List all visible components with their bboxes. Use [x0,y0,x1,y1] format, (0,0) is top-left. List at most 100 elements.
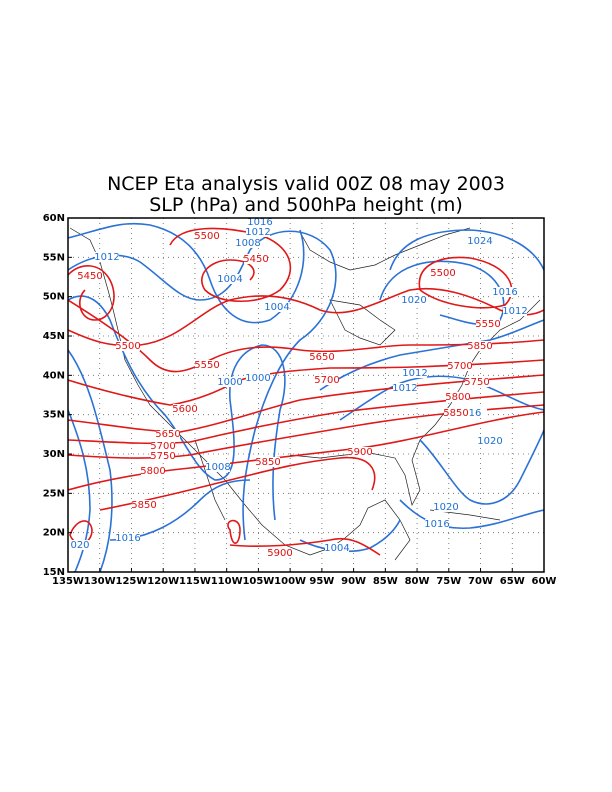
label-backing [116,533,140,543]
label-backing [325,543,349,553]
lat-tick-label: 60N [43,213,65,224]
label-backing [195,231,219,241]
label-backing [393,383,417,393]
label-backing [218,377,242,387]
lon-tick-label: 130W [84,576,116,587]
label-backing [448,361,472,371]
height-contour-label: 5600 [172,404,197,415]
height-contour-label: 5650 [155,429,180,440]
lat-tick-label: 20N [43,528,65,539]
label-backing [68,540,92,550]
slp-contour-label: 1016 [424,519,449,530]
label-backing [348,447,372,457]
lon-tick-label: 120W [147,576,179,587]
label-backing [493,287,517,297]
height-contour-label: 5900 [347,447,372,458]
lon-tick-label: 60W [532,576,557,587]
slp-contour-label: 1012 [245,227,270,238]
height-contour-label: 5850 [467,341,492,352]
lon-tick-label: 85W [373,576,398,587]
lon-tick-label: 70W [468,576,493,587]
lon-tick-label: 80W [405,576,430,587]
height-contour-label: 5450 [243,254,268,265]
height-contour-label: 5850 [131,500,156,511]
label-backing [403,368,427,378]
label-backing [315,375,339,385]
height-contour-label: 5550 [194,360,219,371]
height-contour-label: 5500 [430,268,455,279]
label-backing [434,502,458,512]
label-backing [468,236,492,246]
label-backing [444,408,468,418]
height-contour-label: 5850 [255,457,280,468]
slp-contour-label: 1016 [492,287,517,298]
slp-contour-label: 1020 [433,502,458,513]
lon-tick-label: 95W [309,576,334,587]
lon-tick-label: 100W [274,576,306,587]
label-backing [244,254,268,264]
height-contour-label: 5700 [314,375,339,386]
lat-tick-label: 25N [43,488,65,499]
label-backing [151,451,175,461]
lon-tick-label: 135W [52,576,84,587]
height-contour-label: 5750 [464,377,489,388]
label-backing [256,457,280,467]
height-contour-label: 5500 [115,341,140,352]
lat-tick-label: 45N [43,331,65,342]
height-contour-label: 5500 [194,231,219,242]
slp-contour-label: 1012 [392,383,417,394]
label-backing [431,268,455,278]
height-contour-label: 5800 [445,392,470,403]
slp-contour-label: 1012 [402,368,427,379]
label-backing [465,377,489,387]
label-backing [218,274,242,284]
height-contour-label: 5700 [150,441,175,452]
height-contour-label: 5850 [443,408,468,419]
slp-contour-label: 1020 [477,436,502,447]
label-backing [463,408,487,418]
lat-tick-label: 30N [43,449,65,460]
slp-contour-label: 1020 [401,295,426,306]
label-backing [503,306,527,316]
lat-tick-label: 55N [43,252,65,263]
label-backing [156,429,180,439]
title-line: NCEP Eta analysis valid 00Z 08 may 2003 [107,173,505,195]
lon-tick-label: 90W [341,576,366,587]
label-backing [195,360,219,370]
slp-contour-label: 1012 [94,252,119,263]
lat-tick-label: 15N [43,567,65,578]
slp-contour-label: 1000 [245,373,270,384]
slp-contour-label: 1004 [217,274,242,285]
slp-contour-label: 020 [70,540,89,551]
axis-labels: 135W 130W 125W 120W 115W 110W 105W 100W 95W 90W 85… [43,213,557,587]
map-frame [67,217,545,573]
lat-tick-label: 35N [43,410,65,421]
label-backing [310,352,334,362]
lat-tick-label: 40N [43,370,65,381]
lon-tick-label: 75W [436,576,461,587]
lon-tick-label: 105W [242,576,274,587]
title-line: SLP (hPa) and 500hPa height (m) [149,194,463,216]
label-backing [236,238,260,248]
label-backing [151,441,175,451]
label-backing [246,373,270,383]
height-contour-label: 5800 [140,466,165,477]
slp-contour-label: 16 [469,408,482,419]
label-backing [478,436,502,446]
lon-tick-label: 65W [500,576,525,587]
height-contour-label: 5900 [267,548,292,559]
label-backing [425,519,449,529]
lon-tick-label: 125W [116,576,148,587]
label-backing [173,404,197,414]
label-backing [468,341,492,351]
slp-contour-label: 1016 [247,217,272,228]
slp-contour-label: 1016 [115,533,140,544]
label-backing [268,548,292,558]
slp-contour-label: 1024 [467,236,492,247]
label-backing [246,227,270,237]
height-contour-label: 5550 [475,319,500,330]
label-backing [141,466,165,476]
label-backing [95,252,119,262]
